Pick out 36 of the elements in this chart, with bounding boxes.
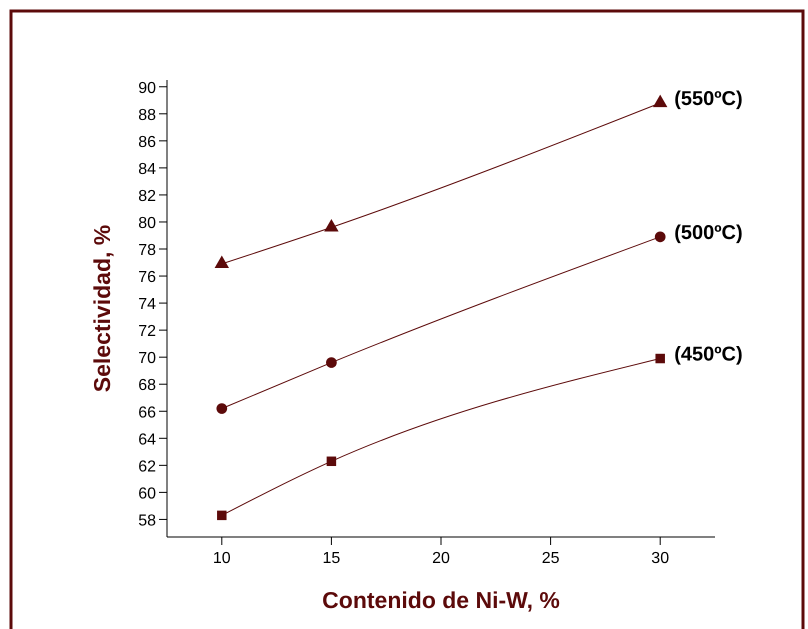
x-tick-label: 20	[432, 550, 450, 567]
point	[652, 94, 668, 108]
x-tick-label: 30	[651, 550, 670, 567]
point	[216, 403, 228, 414]
y-tick-label: 72	[138, 323, 156, 340]
y-tick-label: 90	[138, 80, 156, 97]
x-axis-title: Contenido de Ni-W, %	[322, 587, 560, 613]
series-label: (450ºC)	[674, 344, 743, 366]
y-tick-label: 66	[138, 404, 156, 422]
y-axis-title: Selectividad, %	[89, 224, 115, 392]
point	[654, 232, 666, 242]
y-tick-label: 60	[138, 485, 156, 502]
y-tick-label: 70	[138, 350, 156, 368]
y-tick-label: 80	[138, 214, 156, 232]
y-tick-label: 82	[138, 188, 156, 205]
x-tick-label: 25	[542, 550, 560, 567]
point	[214, 256, 230, 268]
y-tick-label: 88	[138, 106, 156, 124]
y-tick-label: 68	[138, 377, 156, 394]
series-label: (550ºC)	[674, 88, 743, 110]
y-tick-label: 58	[138, 512, 156, 530]
point	[655, 354, 665, 364]
y-tick-label: 64	[138, 431, 156, 448]
y-tick-label: 86	[138, 134, 156, 151]
point	[326, 456, 336, 466]
x-tick-label: 15	[322, 550, 340, 567]
point	[217, 510, 227, 520]
y-tick-label: 76	[138, 269, 156, 286]
y-tick-label: 74	[138, 296, 156, 314]
point	[326, 357, 337, 368]
y-tick-label: 78	[138, 242, 156, 260]
y-tick-label: 84	[138, 160, 156, 178]
point	[324, 219, 339, 232]
y-tick-label: 62	[138, 458, 156, 476]
series-label: (500ºC)	[674, 222, 743, 244]
x-tick-label: 10	[212, 550, 231, 567]
